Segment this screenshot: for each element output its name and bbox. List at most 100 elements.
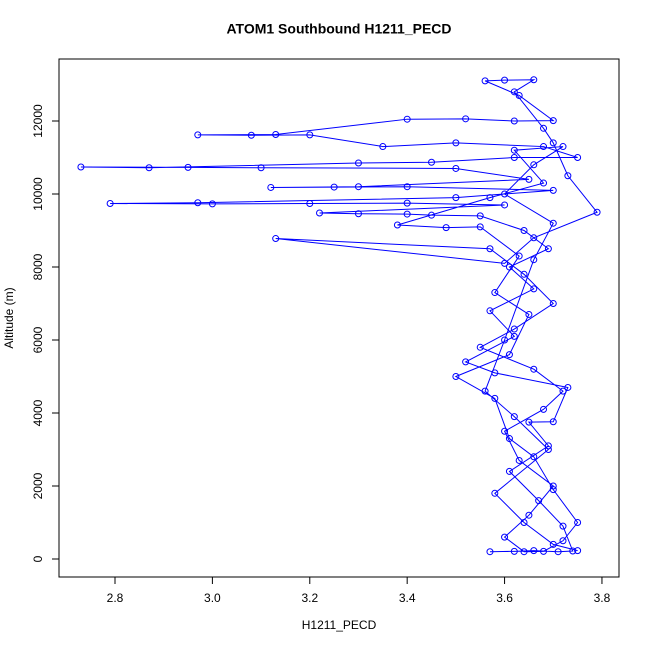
data-point (501, 190, 509, 198)
x-tick-label: 3.8 (594, 591, 611, 605)
data-point (481, 387, 489, 395)
data-point (554, 548, 562, 556)
data-point (316, 209, 324, 217)
data-point (549, 482, 557, 490)
data-point (330, 183, 338, 191)
data-point (549, 540, 557, 548)
data-point (593, 208, 601, 216)
data-point (559, 143, 567, 151)
data-point (515, 252, 523, 260)
data-point (272, 235, 280, 243)
data-point (208, 200, 216, 208)
data-point (549, 486, 557, 494)
data-point (510, 325, 518, 333)
data-point (476, 223, 484, 231)
data-point (559, 387, 567, 395)
data-point (505, 467, 513, 475)
x-tick-label: 2.8 (107, 591, 124, 605)
data-point (569, 547, 577, 555)
data-point (574, 519, 582, 527)
data-point (462, 358, 470, 366)
data-point (559, 537, 567, 545)
data-point (501, 76, 509, 84)
data-point (540, 124, 548, 132)
data-point (505, 263, 513, 271)
data-point (491, 289, 499, 297)
x-tick-label: 3.0 (204, 591, 221, 605)
data-point (403, 183, 411, 191)
x-tick-label: 3.2 (301, 591, 318, 605)
chart-title: ATOM1 Southbound H1211_PECD (226, 21, 451, 37)
data-point (491, 489, 499, 497)
data-point (486, 245, 494, 253)
data-point (510, 117, 518, 125)
data-point (549, 139, 557, 147)
data-point (574, 154, 582, 162)
data-point (486, 307, 494, 315)
data-point (525, 310, 533, 318)
data-point (247, 131, 255, 139)
data-point (510, 154, 518, 162)
data-point (428, 158, 436, 166)
data-point (530, 365, 538, 373)
data-point (574, 547, 582, 555)
data-point (106, 200, 114, 208)
data-point (491, 394, 499, 402)
data-point (428, 211, 436, 219)
data-point (530, 234, 538, 242)
data-point (354, 159, 362, 167)
data-point (530, 76, 538, 84)
data-point (306, 131, 314, 139)
data-point (510, 547, 518, 555)
data-point (505, 351, 513, 359)
data-point (544, 245, 552, 253)
data-point (510, 413, 518, 421)
data-point (354, 183, 362, 191)
data-point (520, 519, 528, 527)
data-point (272, 131, 280, 139)
data-point (476, 212, 484, 220)
data-point (505, 435, 513, 443)
data-point (549, 219, 557, 227)
y-tick-label: 10000 (31, 177, 45, 211)
y-tick-label: 8000 (31, 253, 45, 280)
data-point (549, 418, 557, 426)
data-point (515, 456, 523, 464)
data-point (452, 164, 460, 172)
data-point (194, 131, 202, 139)
data-point (452, 194, 460, 202)
data-point (452, 373, 460, 381)
data-point (184, 163, 192, 171)
data-point (452, 139, 460, 147)
data-point (544, 446, 552, 454)
data-point (540, 405, 548, 413)
y-tick-label: 2000 (31, 472, 45, 499)
data-point (525, 418, 533, 426)
data-point (515, 91, 523, 99)
y-tick-label: 6000 (31, 326, 45, 353)
data-point (501, 533, 509, 541)
data-point (267, 183, 275, 191)
data-point (257, 164, 265, 172)
data-point (530, 547, 538, 555)
data-point (403, 199, 411, 207)
data-point (525, 511, 533, 519)
data-point (540, 179, 548, 187)
data-point (540, 143, 548, 151)
x-tick-label: 3.4 (399, 591, 416, 605)
data-point (540, 547, 548, 555)
y-tick-label: 12000 (31, 104, 45, 138)
data-point (549, 117, 557, 125)
data-point (501, 259, 509, 267)
data-point (393, 221, 401, 229)
data-point (486, 194, 494, 202)
data-point (501, 336, 509, 344)
data-point (486, 548, 494, 556)
data-point (501, 201, 509, 209)
y-tick-label: 4000 (31, 399, 45, 426)
data-point (530, 453, 538, 461)
data-point (544, 442, 552, 450)
data-point (530, 285, 538, 293)
data-point (530, 161, 538, 169)
